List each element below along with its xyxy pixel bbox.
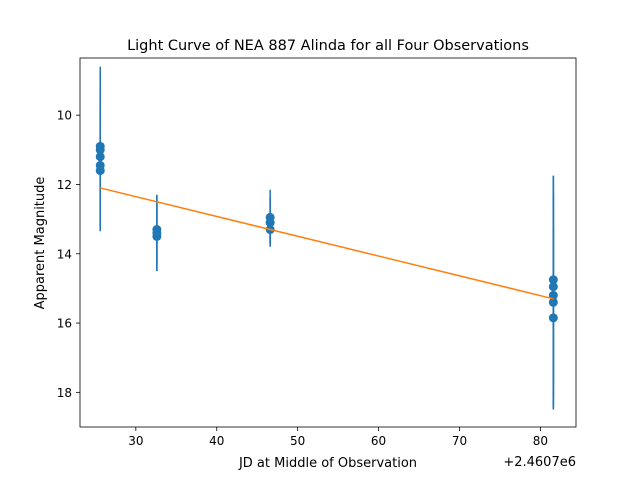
plot-area: 30 40 50 60 70 80 10 12 14 16 18 <box>57 57 577 448</box>
x-tick-label: 50 <box>290 434 305 448</box>
x-axis-offset-label: +2.4607e6 <box>503 455 576 470</box>
data-point <box>95 152 105 162</box>
data-point <box>152 231 162 241</box>
x-tick-label: 30 <box>128 434 143 448</box>
series-layer <box>95 66 558 410</box>
data-point <box>95 145 105 155</box>
y-axis-ticks: 10 12 14 16 18 <box>57 109 80 400</box>
data-point <box>548 297 558 307</box>
data-point <box>548 275 558 285</box>
chart-title: Light Curve of NEA 887 Alinda for all Fo… <box>127 38 529 54</box>
data-point <box>548 282 558 292</box>
y-tick-label: 10 <box>57 109 72 123</box>
x-tick-label: 70 <box>452 434 467 448</box>
data-point <box>95 166 105 176</box>
fit-line <box>100 187 554 300</box>
y-tick-label: 16 <box>57 317 72 331</box>
y-tick-label: 14 <box>57 247 72 261</box>
y-axis-label: Apparent Magnitude <box>33 177 48 310</box>
axes-frame <box>79 57 577 428</box>
x-axis-ticks: 30 40 50 60 70 80 <box>128 427 548 448</box>
x-axis-label: JD at Middle of Observation <box>238 456 417 471</box>
x-tick-label: 40 <box>209 434 224 448</box>
x-tick-label: 80 <box>533 434 548 448</box>
data-point <box>265 218 275 228</box>
data-point <box>548 313 558 323</box>
y-tick-label: 12 <box>57 178 72 192</box>
y-tick-label: 18 <box>57 386 72 400</box>
x-tick-label: 60 <box>371 434 386 448</box>
